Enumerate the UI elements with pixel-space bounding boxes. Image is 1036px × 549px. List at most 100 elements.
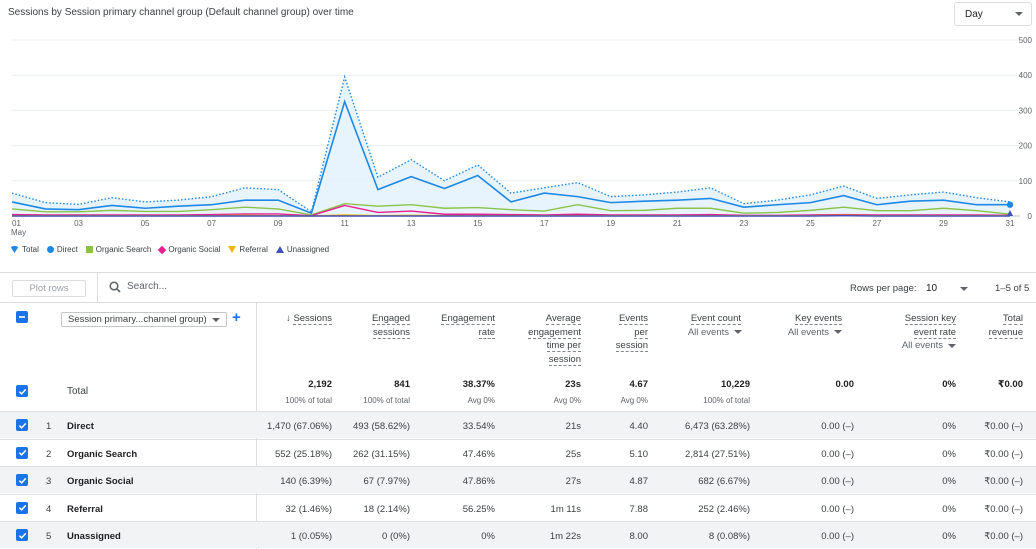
rows-per-page-value: 10 (926, 283, 938, 294)
legend-item-total[interactable]: Total (10, 245, 39, 254)
header-label: per (634, 326, 648, 339)
total-engaged: 841 (394, 379, 410, 390)
add-dimension-button[interactable]: + (232, 309, 241, 326)
x-tick-label: 01 (12, 219, 21, 228)
cell-sessions: 1,470 (67.06%) (267, 421, 332, 432)
legend-item-referral[interactable]: Referral (228, 245, 268, 254)
table-row[interactable]: 4 Referral 32 (1.46%) 18 (2.14%) 56.25% 1m 11… (0, 493, 1036, 521)
cell-rev: ₹0.00 (–) (984, 476, 1023, 488)
row-checkbox[interactable] (16, 474, 28, 487)
y-tick-label: 200 (1019, 142, 1033, 151)
total-engagement-rate: 38.37% (462, 379, 495, 390)
cell-eps: 8.00 (629, 531, 649, 543)
x-tick-label: 07 (207, 219, 216, 228)
cell-key: 0.00 (–) (821, 503, 854, 515)
cell-eps: 7.88 (629, 503, 649, 515)
row-channel-name[interactable]: Organic Social (67, 476, 134, 488)
divider (0, 272, 1036, 273)
x-tick-label: 27 (872, 219, 881, 228)
header-engaged-sessions[interactable]: Engaged sessions (340, 312, 410, 339)
cell-engaged: 493 (58.62%) (352, 421, 410, 432)
total-events-per-session-sub: Avg 0% (620, 396, 648, 405)
table-row[interactable]: 3 Organic Social 140 (6.39%) 67 (7.97%) 47.8… (0, 466, 1036, 494)
event-filter-select[interactable]: All events (670, 326, 742, 340)
total-engaged-sub: 100% of total (363, 396, 410, 405)
cell-events: 8 (0.08%) (708, 531, 750, 543)
header-total-revenue[interactable]: Total revenue (970, 312, 1023, 339)
row-checkbox[interactable] (16, 501, 28, 514)
table-row[interactable]: 1 Direct 1,470 (67.06%) 493 (58.62%) 33.54% 2… (0, 411, 1036, 438)
square-marker-icon (85, 246, 93, 253)
x-tick-label: 05 (141, 219, 150, 228)
cell-time: 27s (565, 476, 581, 488)
row-checkbox[interactable] (16, 529, 28, 542)
cell-rate: 47.86% (462, 476, 495, 488)
header-label: Engaged (371, 313, 410, 325)
x-tick-label: 25 (806, 219, 815, 228)
row-channel-name[interactable]: Direct (67, 421, 94, 432)
header-session-key-event-rate[interactable]: Session key event rate All events (880, 312, 956, 353)
table-row[interactable]: 5 Unassigned 1 (0.05%) 0 (0%) 0% 1m 22s 8.00 8 … (0, 521, 1036, 549)
diamond-marker-icon (158, 245, 167, 254)
legend-item-unassigned[interactable]: Unassigned (275, 245, 329, 254)
cell-rev: ₹0.00 (–) (984, 448, 1023, 460)
cell-skr: 0% (942, 421, 956, 432)
y-tick-label: 100 (1019, 177, 1033, 186)
totals-checkbox[interactable] (16, 385, 28, 397)
legend-label: Total (22, 245, 39, 254)
legend-label: Organic Social (168, 245, 221, 254)
header-sessions[interactable]: ↓ Sessions (262, 312, 332, 326)
header-key-events[interactable]: Key events All events (770, 312, 842, 339)
header-average-engagement-time[interactable]: Average engagement time per session (505, 312, 581, 366)
pagination-range: 1–5 of 5 (995, 283, 1030, 294)
granularity-select[interactable]: Day (954, 2, 1032, 26)
total-engagement-rate-sub: Avg 0% (467, 396, 495, 405)
legend-item-organic-search[interactable]: Organic Search (85, 245, 151, 254)
y-tick-label: 0 (1028, 212, 1033, 221)
table-row[interactable]: 2 Organic Search 552 (25.18%) 262 (31.15%) 4… (0, 438, 1036, 466)
select-all-checkbox[interactable] (16, 311, 28, 323)
checkmark-icon (18, 422, 26, 429)
header-events-per-session[interactable]: Events per session (590, 312, 648, 353)
x-tick-label: 11 (341, 219, 350, 228)
y-tick-label: 500 (1019, 36, 1033, 45)
legend-item-direct[interactable]: Direct (46, 245, 78, 254)
cell-time: 21s (565, 421, 581, 432)
event-filter-value: All events (687, 326, 729, 338)
cell-rate: 33.54% (462, 421, 495, 432)
row-checkbox[interactable] (16, 419, 28, 431)
rows-per-page-select[interactable]: 10 (926, 283, 968, 294)
checkmark-icon (18, 505, 26, 512)
cell-events: 2,814 (27.51%) (685, 448, 750, 460)
plot-rows-button[interactable]: Plot rows (12, 280, 86, 297)
cell-eps: 5.10 (629, 448, 649, 460)
total-session-key-rate: 0% (942, 379, 956, 390)
chart-title: Sessions by Session primary channel grou… (8, 7, 354, 18)
row-channel-name[interactable]: Unassigned (67, 531, 121, 543)
legend-item-organic-social[interactable]: Organic Social (158, 245, 221, 254)
cell-rev: ₹0.00 (–) (984, 531, 1023, 543)
header-event-count[interactable]: Event count All events (670, 312, 742, 339)
header-label: event rate (913, 326, 956, 339)
cell-events: 6,473 (63.28%) (685, 421, 750, 432)
divider (97, 273, 98, 302)
row-checkbox[interactable] (16, 446, 28, 459)
cell-rate: 47.46% (462, 448, 495, 460)
cell-rev: ₹0.00 (–) (984, 503, 1023, 515)
row-number: 4 (46, 503, 52, 515)
row-channel-name[interactable]: Referral (67, 503, 103, 515)
checkmark-icon (18, 532, 26, 539)
header-engagement-rate[interactable]: Engagement rate (415, 312, 495, 339)
divider (0, 302, 1036, 303)
cell-engaged: 67 (7.97%) (363, 476, 410, 488)
dimension-select[interactable]: Session primary...channel group) (61, 312, 227, 327)
session-key-filter-select[interactable]: All events (880, 339, 956, 353)
sort-arrow-down-icon: ↓ (286, 313, 294, 324)
header-label: Session key (904, 313, 956, 325)
header-label: Sessions (293, 313, 332, 325)
series-line-direct (11, 99, 1010, 215)
search-input[interactable] (127, 281, 327, 292)
row-channel-name[interactable]: Organic Search (67, 448, 138, 460)
key-event-filter-select[interactable]: All events (770, 326, 842, 340)
y-tick-label: 400 (1019, 71, 1033, 80)
